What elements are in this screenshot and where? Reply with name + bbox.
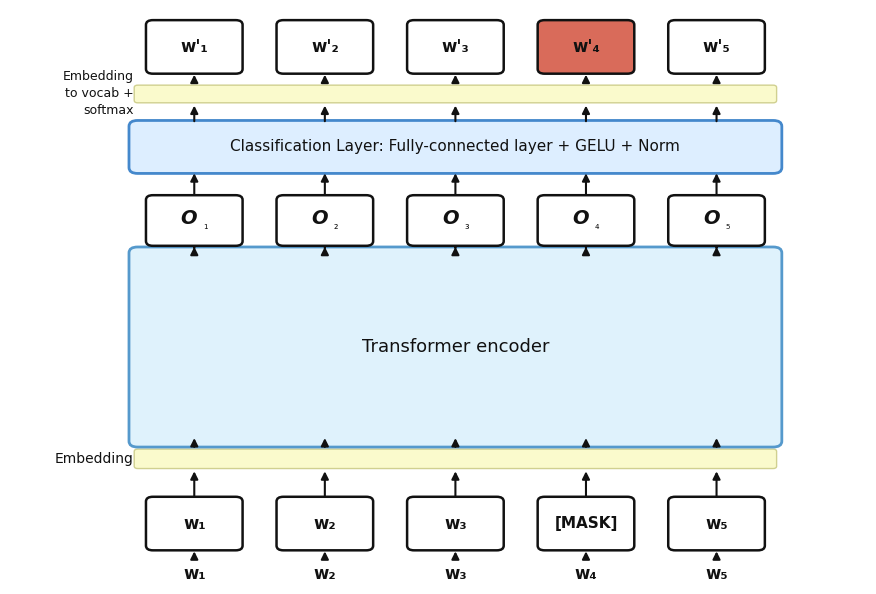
Text: ₂: ₂ — [334, 222, 338, 232]
Text: w'₄: w'₄ — [572, 38, 600, 56]
FancyBboxPatch shape — [277, 195, 373, 246]
Text: w₁: w₁ — [183, 514, 206, 533]
FancyBboxPatch shape — [407, 20, 504, 74]
Text: w₃: w₃ — [444, 514, 467, 533]
Text: w'₁: w'₁ — [180, 38, 208, 56]
FancyBboxPatch shape — [538, 20, 634, 74]
FancyBboxPatch shape — [146, 195, 243, 246]
Text: w₅: w₅ — [705, 564, 728, 583]
FancyBboxPatch shape — [668, 195, 765, 246]
Text: w₁: w₁ — [183, 564, 206, 583]
FancyBboxPatch shape — [668, 20, 765, 74]
Text: O: O — [572, 209, 589, 228]
Text: w'₅: w'₅ — [703, 38, 731, 56]
FancyBboxPatch shape — [146, 20, 243, 74]
FancyBboxPatch shape — [668, 497, 765, 550]
Text: O: O — [311, 209, 328, 228]
FancyBboxPatch shape — [538, 497, 634, 550]
FancyBboxPatch shape — [134, 85, 777, 103]
Text: ₁: ₁ — [203, 222, 208, 232]
Text: Embedding: Embedding — [54, 452, 133, 466]
Text: O: O — [442, 209, 458, 228]
FancyBboxPatch shape — [134, 449, 777, 469]
Text: O: O — [703, 209, 719, 228]
Text: Transformer encoder: Transformer encoder — [362, 338, 549, 356]
Text: [MASK]: [MASK] — [555, 516, 618, 531]
FancyBboxPatch shape — [277, 20, 373, 74]
Text: O: O — [180, 209, 197, 228]
Text: Classification Layer: Fully-connected layer + GELU + Norm: Classification Layer: Fully-connected la… — [230, 140, 681, 154]
Text: w₂: w₂ — [314, 564, 336, 583]
Text: w₃: w₃ — [444, 564, 467, 583]
Text: w'₃: w'₃ — [442, 38, 470, 56]
Text: w₂: w₂ — [314, 514, 336, 533]
Text: w₄: w₄ — [575, 564, 597, 583]
FancyBboxPatch shape — [407, 195, 504, 246]
Text: ₄: ₄ — [595, 222, 599, 232]
FancyBboxPatch shape — [129, 247, 781, 447]
FancyBboxPatch shape — [407, 497, 504, 550]
Text: w'₂: w'₂ — [311, 38, 339, 56]
Text: ₃: ₃ — [464, 222, 469, 232]
FancyBboxPatch shape — [129, 121, 781, 173]
Text: Embedding
to vocab +
softmax: Embedding to vocab + softmax — [62, 71, 133, 118]
Text: w₅: w₅ — [705, 514, 728, 533]
FancyBboxPatch shape — [538, 195, 634, 246]
Text: ₅: ₅ — [725, 222, 730, 232]
FancyBboxPatch shape — [146, 497, 243, 550]
FancyBboxPatch shape — [277, 497, 373, 550]
